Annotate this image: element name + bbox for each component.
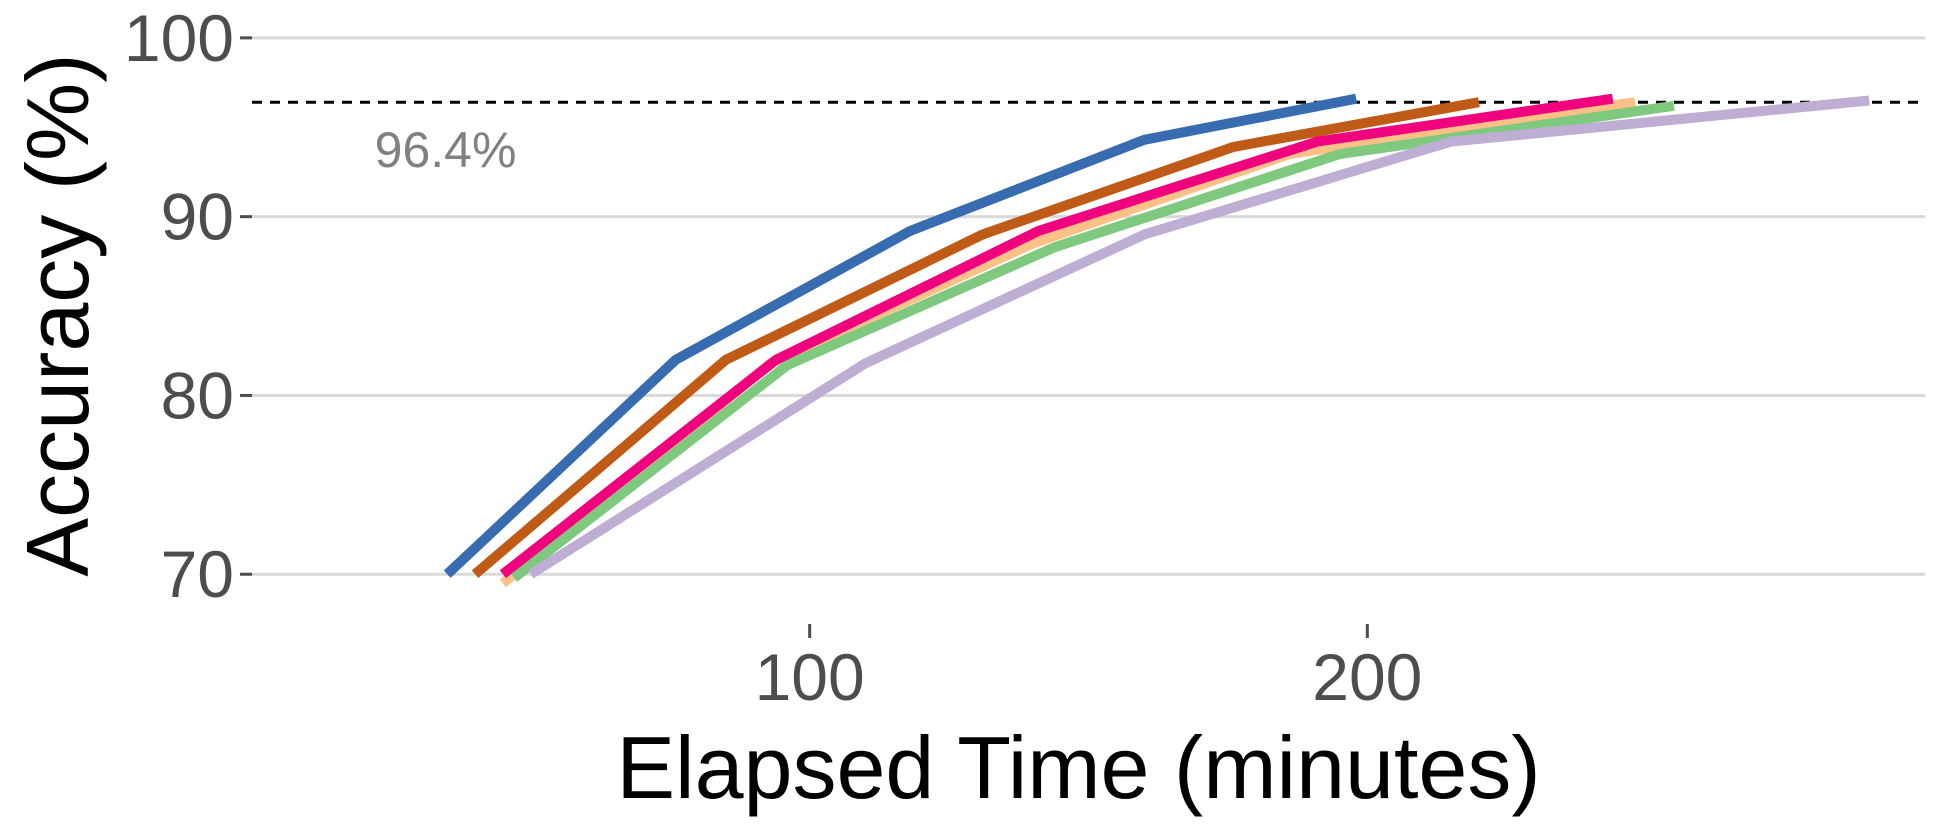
y-tick-label-100: 100 bbox=[124, 1, 234, 75]
x-tick-label-200: 200 bbox=[1312, 640, 1422, 714]
series-line-2 bbox=[471, 97, 1480, 579]
series-lines bbox=[443, 93, 1870, 588]
series-line-1 bbox=[443, 93, 1358, 578]
x-axis-ticks: 100 200 bbox=[755, 624, 1422, 714]
x-tick-label-100: 100 bbox=[755, 640, 865, 714]
y-tick-label-80: 80 bbox=[161, 358, 234, 432]
reference-line-label: 96.4% bbox=[375, 122, 517, 178]
y-axis-title: Accuracy (%) bbox=[8, 53, 107, 576]
y-tick-label-90: 90 bbox=[161, 180, 234, 254]
y-tick-label-70: 70 bbox=[161, 537, 234, 611]
series-line-5 bbox=[499, 93, 1614, 579]
x-axis-title: Elapsed Time (minutes) bbox=[616, 718, 1540, 817]
series-line-6 bbox=[528, 95, 1870, 579]
series-line-4 bbox=[511, 100, 1675, 582]
y-axis-ticks: 70 80 90 100 bbox=[124, 1, 252, 611]
reference-line-group: 96.4% bbox=[252, 100, 1925, 178]
